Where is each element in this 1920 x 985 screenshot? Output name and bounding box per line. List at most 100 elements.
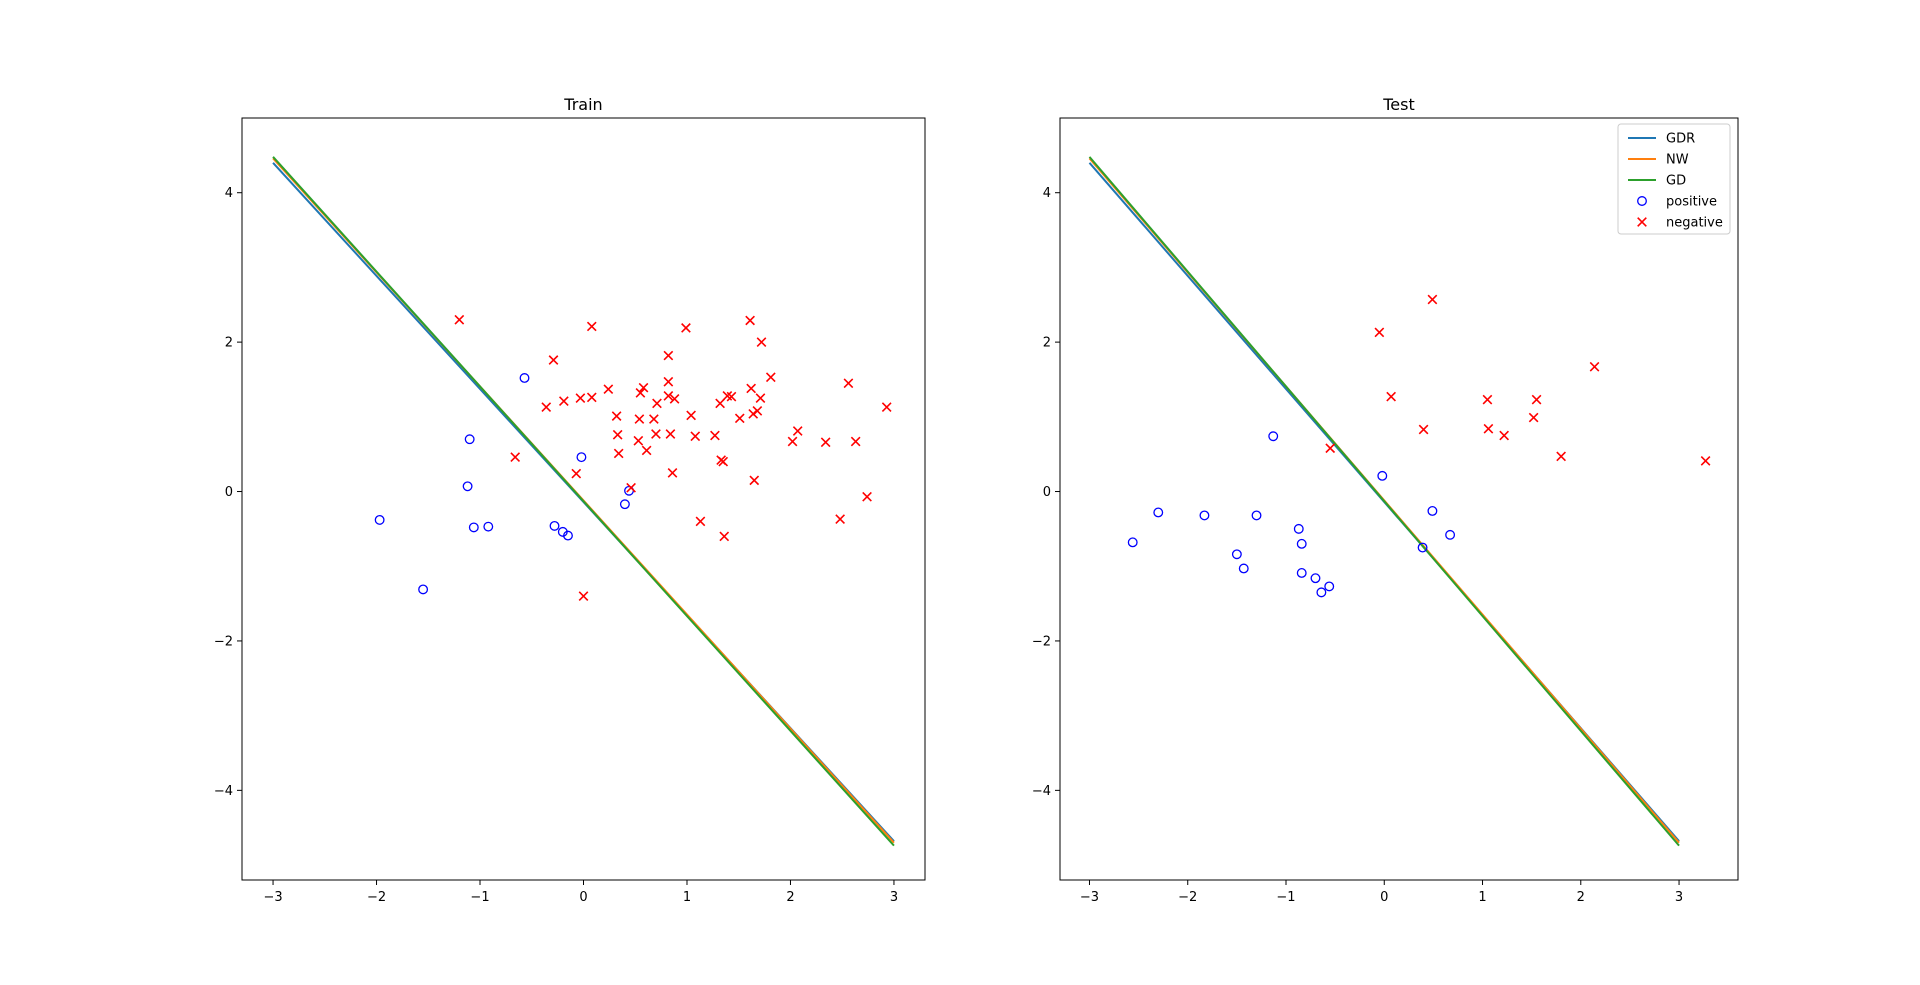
legend-label: GDR	[1666, 132, 1695, 147]
negative-point	[613, 448, 624, 459]
x-tick-label: 3	[1675, 890, 1683, 905]
negative-point	[787, 436, 798, 447]
legend: GDR NW GD positive negative	[1617, 123, 1731, 235]
positive-point	[1268, 431, 1279, 442]
negative-point	[726, 391, 737, 402]
plot-area	[272, 156, 895, 847]
negative-point	[765, 372, 776, 383]
x-tick-label: 0	[579, 890, 587, 905]
positive-point	[483, 521, 494, 532]
y-tick-label: 2	[1043, 336, 1051, 351]
y-tick-label: −4	[214, 784, 233, 799]
negative-point	[1499, 430, 1510, 441]
negative-point	[820, 437, 831, 448]
legend-label: positive	[1666, 195, 1717, 210]
negative-point	[746, 383, 757, 394]
negative-point	[635, 388, 646, 398]
x-tick-label: 0	[1380, 890, 1388, 905]
negative-point	[752, 405, 763, 416]
positive-point	[1293, 523, 1304, 534]
negative-point	[548, 355, 559, 365]
negative-point	[634, 414, 645, 424]
positive-point	[464, 434, 475, 445]
negative-point	[734, 413, 745, 424]
x-tick-label: −3	[263, 890, 282, 905]
negative-point	[586, 321, 597, 332]
positive-point	[1445, 529, 1456, 540]
x-tick-label: 2	[1577, 890, 1585, 905]
negative-point	[835, 514, 846, 525]
negative-point	[665, 429, 676, 439]
legend-marker-negative	[1637, 217, 1647, 227]
negative-point	[603, 384, 614, 395]
positive-point	[462, 481, 473, 492]
negative-point	[575, 393, 586, 404]
negative-point	[1589, 361, 1600, 372]
positive-point	[619, 499, 630, 510]
plot-title: Train	[563, 95, 602, 114]
negative-point	[843, 378, 854, 389]
negative-point	[558, 396, 569, 407]
y-tick-label: −2	[1032, 634, 1051, 649]
x-tick-label: −1	[1276, 890, 1295, 905]
x-tick-label: −1	[470, 890, 489, 905]
negative-point	[792, 426, 803, 436]
x-tick-label: −3	[1080, 890, 1099, 905]
negative-point	[756, 337, 767, 347]
positive-point	[1153, 507, 1164, 518]
positive-point	[1238, 563, 1249, 574]
negative-point	[571, 468, 582, 479]
positive-point	[519, 373, 530, 383]
negative-point	[850, 436, 861, 447]
legend-marker-positive	[1637, 196, 1647, 206]
positive-point	[1231, 549, 1242, 560]
positive-point	[374, 514, 385, 525]
x-tick-label: −2	[367, 890, 386, 905]
positive-point	[1377, 470, 1388, 481]
y-tick-label: 2	[225, 336, 233, 351]
negative-point	[745, 315, 755, 326]
negative-point	[541, 402, 552, 412]
positive-point	[1296, 568, 1307, 578]
negative-point	[1374, 327, 1385, 338]
positive-point	[1296, 538, 1307, 549]
negative-point	[669, 394, 680, 404]
y-tick-label: 4	[1043, 186, 1051, 201]
negative-point	[1418, 424, 1429, 435]
line-gd	[272, 156, 895, 847]
legend-box	[1617, 123, 1731, 235]
x-tick-label: 1	[1478, 890, 1486, 905]
negative-point	[612, 429, 623, 440]
line-gd	[1088, 156, 1680, 847]
positive-point	[1199, 510, 1210, 521]
legend-label: GD	[1666, 174, 1686, 189]
positive-point	[549, 520, 560, 531]
negative-point	[586, 392, 597, 403]
negative-point	[1531, 394, 1542, 405]
x-tick-label: 3	[890, 890, 898, 905]
negative-point	[748, 408, 759, 419]
negative-point	[718, 456, 729, 467]
x-tick-label: 1	[683, 890, 691, 905]
negative-point	[638, 382, 649, 393]
positive-point	[1251, 510, 1262, 521]
legend-label: NW	[1666, 153, 1689, 168]
negative-point	[690, 431, 701, 442]
y-tick-label: 0	[225, 485, 233, 500]
y-tick-label: −2	[214, 634, 233, 649]
negative-point	[1325, 443, 1336, 454]
negative-point	[651, 429, 661, 439]
x-tick-label: −2	[1178, 890, 1197, 905]
negative-point	[1528, 412, 1539, 423]
negative-point	[1700, 456, 1711, 466]
test-plot: Test −3 −2 −1 0 1 2 3 −4 −2 0 2 4 GDR NW GD positive nega…	[1032, 95, 1739, 905]
negative-point	[641, 445, 652, 456]
negative-point	[710, 430, 720, 441]
negative-point	[719, 531, 730, 542]
train-plot: Train −3 −2 −1 0 1 2 3 −4 −2 0 2 4	[214, 95, 926, 905]
negative-point	[510, 452, 521, 463]
positive-point	[563, 530, 573, 541]
negative-point	[611, 411, 622, 421]
